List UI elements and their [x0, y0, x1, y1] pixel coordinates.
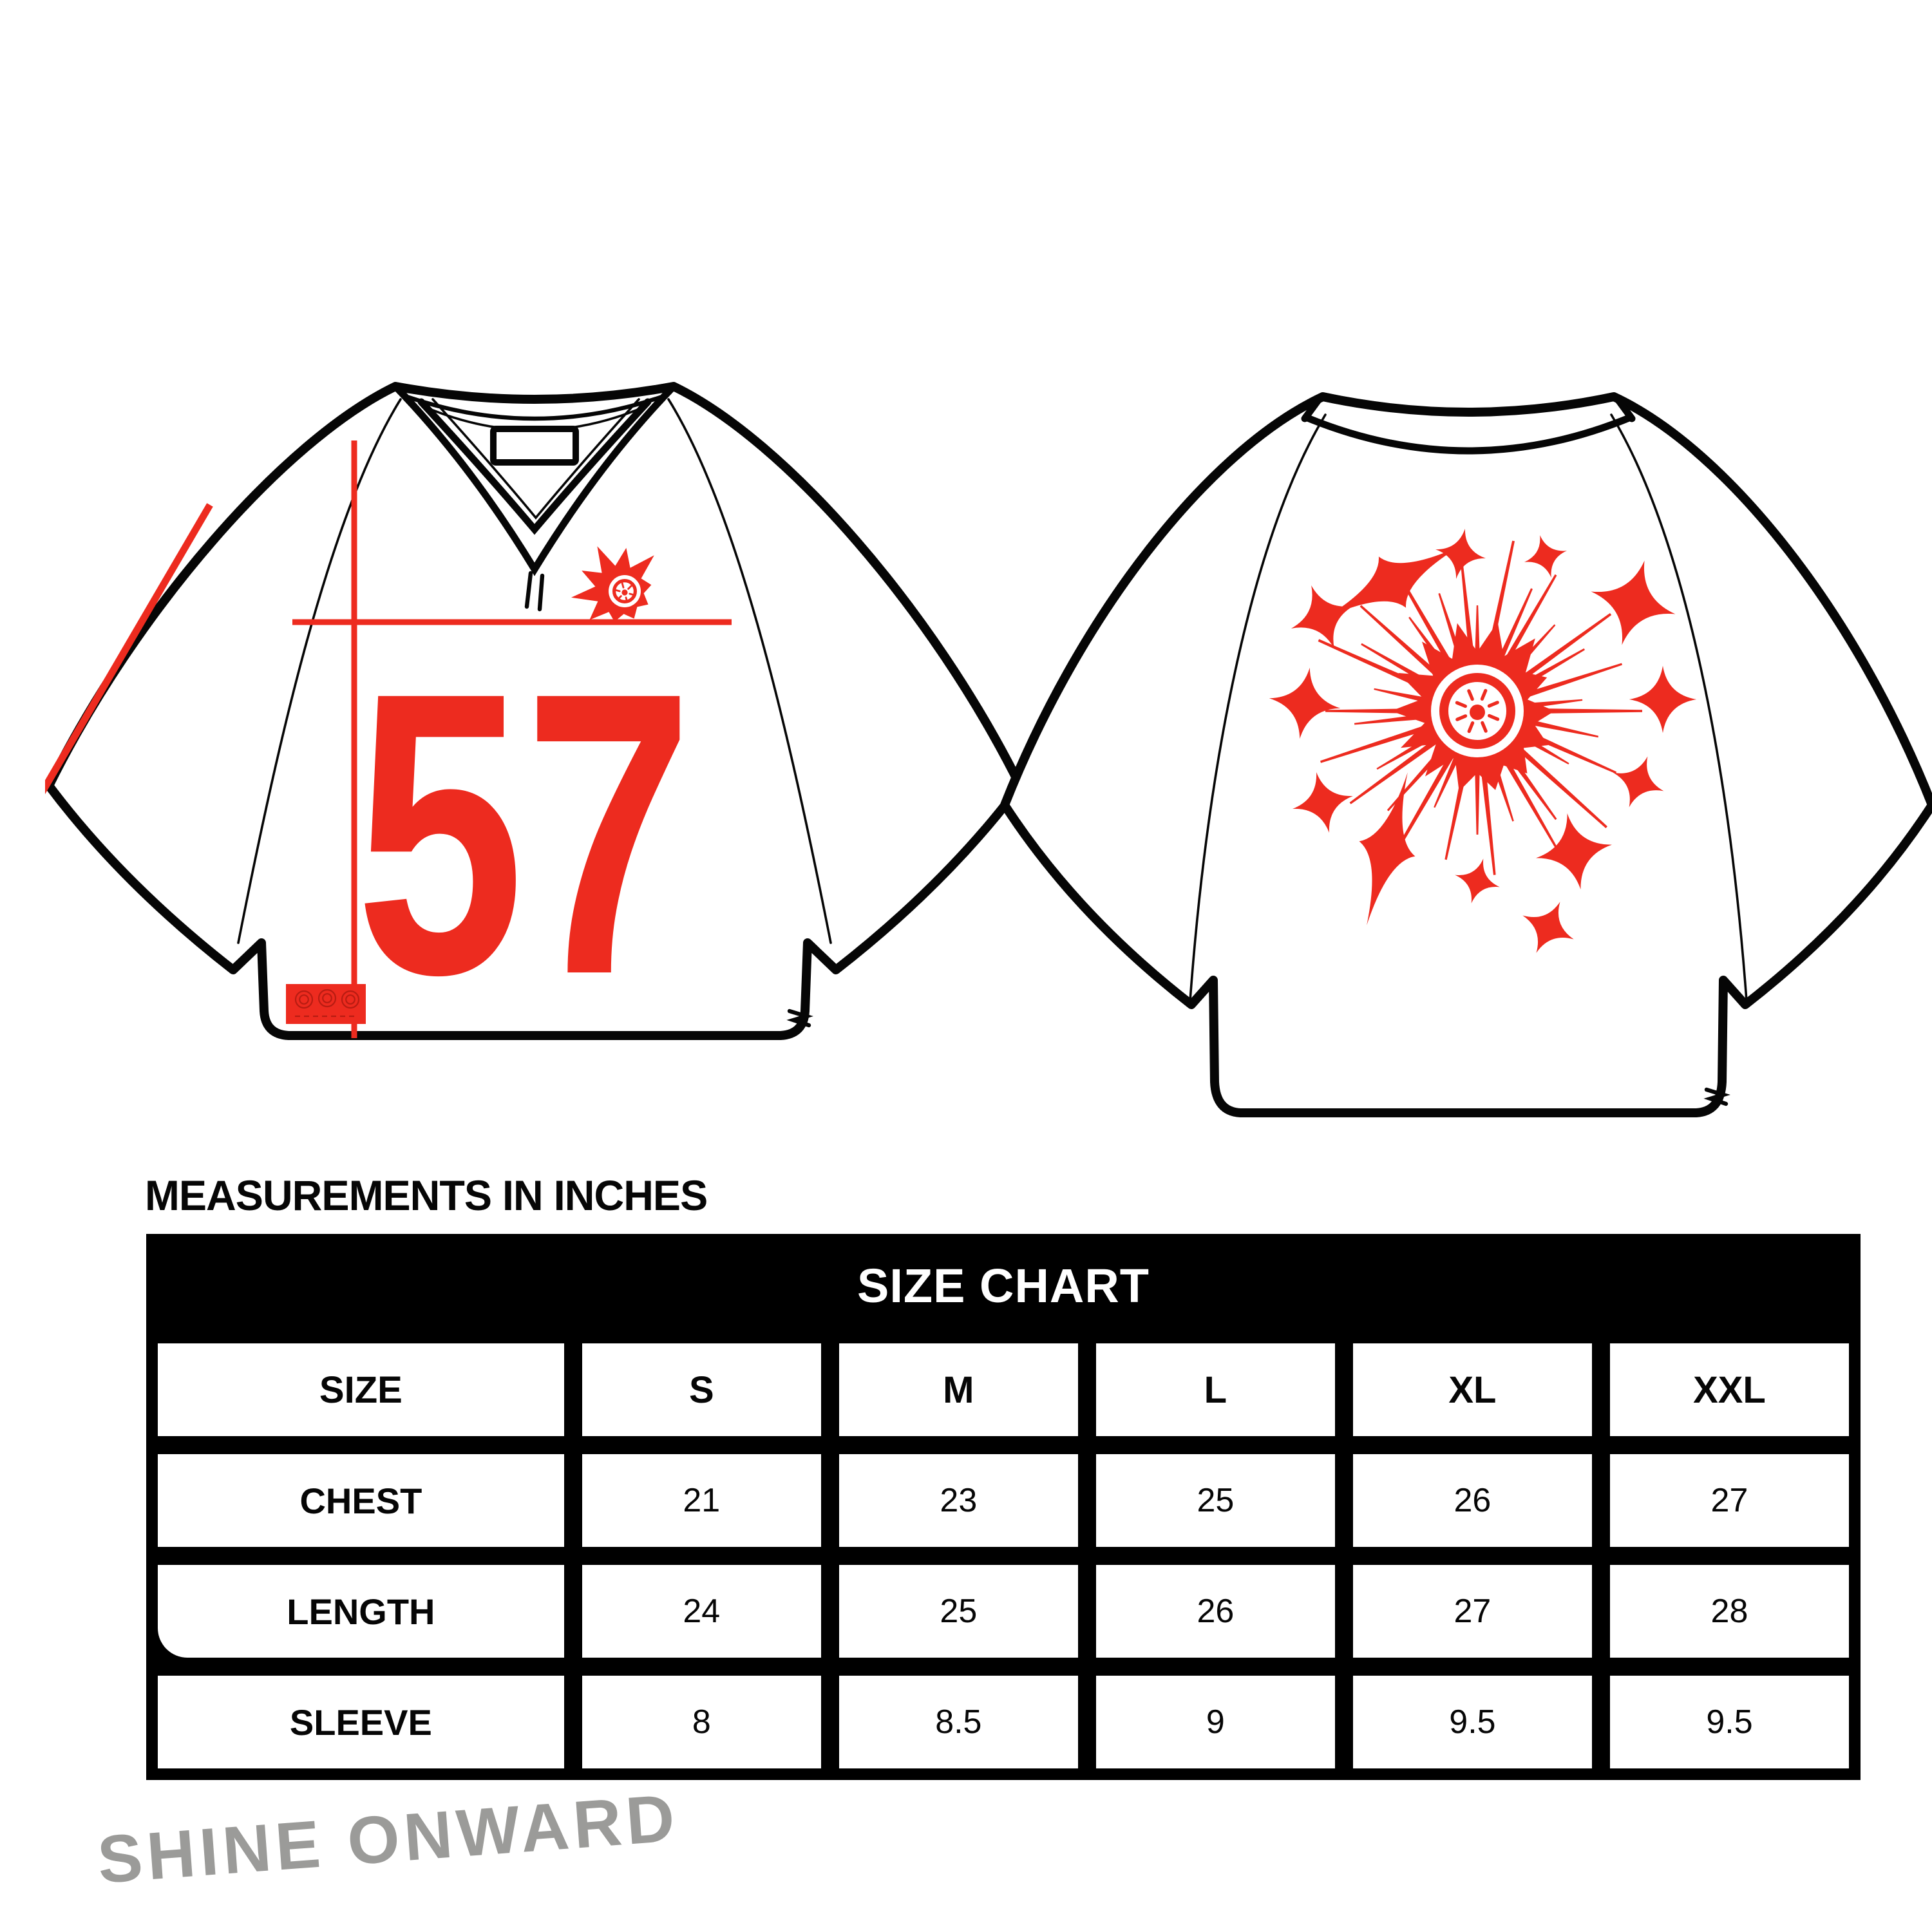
chest-s: 21 [582, 1454, 821, 1547]
hem-patch [286, 984, 366, 1024]
size-chart-table: SIZE CHART SIZE S M L XL XXL CHEST 21 23… [146, 1234, 1861, 1780]
sleeve-l: 9 [1095, 1676, 1335, 1768]
chest-l: 25 [1095, 1454, 1335, 1547]
brand-slogan: SHINE ONWARD [95, 1780, 682, 1898]
chest-m: 23 [838, 1454, 1078, 1547]
chest-xxl: 27 [1609, 1454, 1849, 1547]
v-neck-outer [392, 383, 677, 576]
column-header-xl: XL [1352, 1343, 1592, 1436]
length-m: 25 [838, 1565, 1078, 1658]
column-header-m: M [838, 1343, 1078, 1436]
hem-notch-mark [1703, 1087, 1731, 1106]
length-xxl: 28 [1609, 1565, 1849, 1658]
sleeve-xl: 9.5 [1352, 1676, 1592, 1768]
collar-label-tag [490, 426, 579, 466]
row-label-sleeve: SLEEVE [158, 1676, 564, 1768]
v-neck-inner [417, 398, 652, 535]
column-header-s: S [582, 1343, 821, 1436]
back-collar-band [1302, 413, 1634, 455]
column-header-size: SIZE [158, 1343, 564, 1436]
length-xl: 27 [1352, 1565, 1592, 1658]
chest-xl: 26 [1352, 1454, 1592, 1547]
sleeve-s: 8 [582, 1676, 821, 1768]
sleeve-m: 8.5 [838, 1676, 1078, 1768]
measurements-heading: MEASUREMENTS IN INCHES [145, 1171, 708, 1219]
row-label-chest: CHEST [158, 1454, 564, 1547]
right-raglan-seam [667, 398, 832, 944]
back-left-raglan-seam [1189, 413, 1327, 1002]
sleeve-stripe [45, 503, 213, 795]
row-label-length: LENGTH [158, 1565, 564, 1658]
starburst-graphic [1269, 529, 1697, 953]
column-header-xxl: XXL [1609, 1343, 1849, 1436]
back-jersey-illustration [1000, 392, 1932, 1117]
back-right-raglan-seam [1610, 413, 1748, 1002]
v-neck-inner-2 [431, 398, 640, 520]
collar-end-ticks [1301, 395, 1636, 422]
hem-notch-mark [786, 1009, 814, 1028]
front-jersey-illustration: 57 [45, 382, 1024, 1058]
size-chart-title: SIZE CHART [158, 1245, 1849, 1325]
sleeve-xxl: 9.5 [1609, 1676, 1849, 1768]
left-raglan-seam [237, 398, 402, 944]
length-l: 26 [1095, 1565, 1335, 1658]
length-s: 24 [582, 1565, 821, 1658]
collar-back-line [404, 394, 665, 421]
v-tip-seam [524, 571, 545, 612]
jersey-number: 57 [355, 609, 693, 1058]
column-header-l: L [1095, 1343, 1335, 1436]
sun-logo [571, 546, 654, 622]
